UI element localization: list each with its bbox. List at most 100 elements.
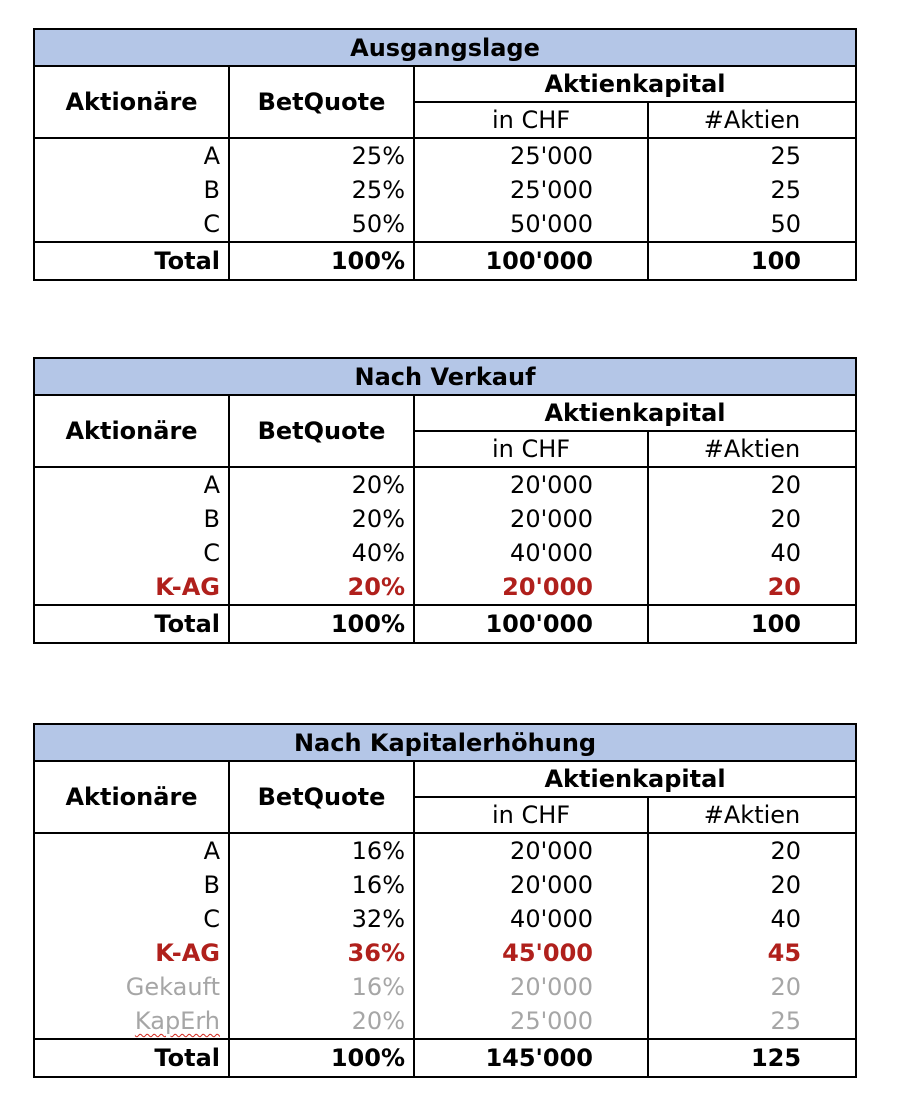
shares-cell[interactable]: 20 <box>646 502 858 536</box>
total-label[interactable]: Total <box>33 604 230 644</box>
shares-cell[interactable]: 20 <box>646 466 858 502</box>
quota-cell[interactable]: 20% <box>228 570 415 605</box>
shareholder-name: B <box>203 176 220 204</box>
chf-cell[interactable]: 25'000 <box>413 137 649 173</box>
table-row: B 25% 25'000 25 <box>33 173 857 207</box>
shareholder-name: C <box>203 210 220 238</box>
shareholder-name: Gekauft <box>125 973 220 1001</box>
total-chf[interactable]: 145'000 <box>413 1038 649 1078</box>
table-row: C 40% 40'000 40 <box>33 536 858 570</box>
chf-cell[interactable]: 20'000 <box>413 970 649 1004</box>
chf-cell[interactable]: 20'000 <box>413 466 649 502</box>
quota-cell[interactable]: 20% <box>228 502 415 536</box>
shareholder-table: Nach Verkauf Aktionäre BetQuote Aktienka… <box>32 357 858 644</box>
total-label[interactable]: Total <box>33 1038 230 1078</box>
table-title: Ausgangslage <box>33 28 857 67</box>
shares-cell[interactable]: 20 <box>646 570 858 605</box>
shareholder-name: KapErh <box>134 1007 220 1035</box>
total-chf[interactable]: 100'000 <box>413 604 649 644</box>
shares-cell[interactable]: 45 <box>646 936 858 970</box>
chf-cell[interactable]: 20'000 <box>413 570 649 605</box>
quota-cell[interactable]: 36% <box>228 936 415 970</box>
shares-cell[interactable]: 20 <box>646 970 858 1004</box>
chf-cell[interactable]: 40'000 <box>413 902 649 936</box>
subheader-row: in CHF #Aktien <box>34 796 858 834</box>
quota-cell[interactable]: 40% <box>228 536 415 570</box>
chf-cell[interactable]: 20'000 <box>413 868 649 902</box>
shareholder-name: A <box>203 837 220 865</box>
shareholder-cell[interactable]: A <box>33 137 230 173</box>
total-quota[interactable]: 100% <box>228 1038 415 1078</box>
total-shares[interactable]: 100 <box>646 604 858 644</box>
shareholder-cell[interactable]: A <box>33 466 230 502</box>
table-row: B 20% 20'000 20 <box>33 502 858 536</box>
shareholder-cell[interactable]: C <box>33 207 230 242</box>
quota-cell[interactable]: 20% <box>228 1004 415 1039</box>
total-shares[interactable]: 100 <box>647 241 857 281</box>
header-shares: #Aktien <box>647 101 857 139</box>
table-row: B 16% 20'000 20 <box>33 868 858 902</box>
shares-cell[interactable]: 20 <box>646 868 858 902</box>
chf-cell[interactable]: 25'000 <box>413 1004 649 1039</box>
chf-cell[interactable]: 40'000 <box>413 536 649 570</box>
total-row: Total 100% 100'000 100 <box>33 241 857 281</box>
table-row: C 50% 50'000 50 <box>33 207 857 242</box>
header-row: Aktionäre BetQuote Aktienkapital <box>33 760 858 834</box>
shareholder-cell[interactable]: B <box>33 502 230 536</box>
shares-cell[interactable]: 25 <box>647 173 857 207</box>
shares-cell[interactable]: 40 <box>646 902 858 936</box>
shareholder-cell[interactable]: B <box>33 173 230 207</box>
total-quota[interactable]: 100% <box>228 604 415 644</box>
shareholder-cell[interactable]: Gekauft <box>33 970 230 1004</box>
shareholder-name: A <box>203 142 220 170</box>
chf-cell[interactable]: 25'000 <box>413 173 649 207</box>
table-row: KapErh 20% 25'000 25 <box>33 1004 858 1039</box>
table-row: K-AG 20% 20'000 20 <box>33 570 858 605</box>
shareholder-name: C <box>203 905 220 933</box>
quota-cell[interactable]: 20% <box>228 466 415 502</box>
quota-cell[interactable]: 16% <box>228 868 415 902</box>
quota-cell[interactable]: 50% <box>228 207 415 242</box>
total-chf[interactable]: 100'000 <box>413 241 649 281</box>
shareholder-cell[interactable]: K-AG <box>33 570 230 605</box>
total-row: Total 100% 145'000 125 <box>33 1038 858 1078</box>
shareholder-cell[interactable]: KapErh <box>33 1004 230 1039</box>
header-shares: #Aktien <box>646 430 858 468</box>
quota-cell[interactable]: 16% <box>228 832 415 868</box>
shareholder-name: K-AG <box>155 939 220 967</box>
table-title-row: Nach Kapitalerhöhung <box>32 723 858 762</box>
table-row: Gekauft 16% 20'000 20 <box>33 970 858 1004</box>
shareholder-cell[interactable]: C <box>33 902 230 936</box>
chf-cell[interactable]: 20'000 <box>413 502 649 536</box>
shareholder-cell[interactable]: C <box>33 536 230 570</box>
header-chf: in CHF <box>413 101 649 139</box>
quota-cell[interactable]: 25% <box>228 137 415 173</box>
header-share-capital: Aktienkapital <box>412 760 858 798</box>
subheader-row: in CHF #Aktien <box>34 101 857 139</box>
quota-cell[interactable]: 16% <box>228 970 415 1004</box>
header-row: Aktionäre BetQuote Aktienkapital <box>33 65 857 139</box>
table-title: Nach Kapitalerhöhung <box>32 723 858 762</box>
total-quota[interactable]: 100% <box>228 241 415 281</box>
total-shares[interactable]: 125 <box>646 1038 858 1078</box>
shareholder-name: B <box>203 871 220 899</box>
shares-cell[interactable]: 25 <box>646 1004 858 1039</box>
shares-cell[interactable]: 40 <box>646 536 858 570</box>
header-shareholders: Aktionäre <box>33 394 230 468</box>
table-row: C 32% 40'000 40 <box>33 902 858 936</box>
shares-cell[interactable]: 20 <box>646 832 858 868</box>
shareholder-cell[interactable]: A <box>33 832 230 868</box>
shares-cell[interactable]: 50 <box>647 207 857 242</box>
header-share-capital: Aktienkapital <box>413 65 857 103</box>
shareholder-cell[interactable]: K-AG <box>33 936 230 970</box>
shares-cell[interactable]: 25 <box>647 137 857 173</box>
quota-cell[interactable]: 32% <box>228 902 415 936</box>
total-row: Total 100% 100'000 100 <box>33 604 858 644</box>
chf-cell[interactable]: 20'000 <box>413 832 649 868</box>
quota-cell[interactable]: 25% <box>228 173 415 207</box>
shareholder-cell[interactable]: B <box>33 868 230 902</box>
chf-cell[interactable]: 50'000 <box>413 207 649 242</box>
total-label[interactable]: Total <box>33 241 230 281</box>
chf-cell[interactable]: 45'000 <box>413 936 649 970</box>
header-shares: #Aktien <box>646 796 858 834</box>
